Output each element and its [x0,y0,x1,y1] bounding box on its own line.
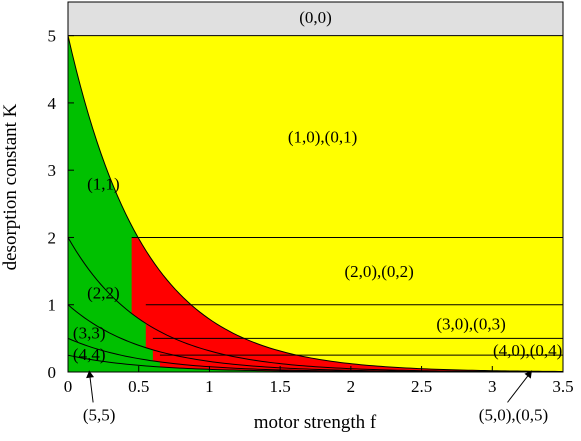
x-tick-label: 3.5 [552,377,573,396]
x-tick-label: 2.5 [411,377,432,396]
y-tick-label: 1 [48,296,57,315]
x-tick-label: 1.5 [270,377,291,396]
region-label: (2,0),(0,2) [344,262,413,281]
region-gray-00 [68,2,563,36]
region-label: (4,4) [73,345,106,364]
y-axis-label: desorption constant K [0,103,21,270]
region-label: (3,0),(0,3) [436,315,505,334]
region-label: (1,1) [87,175,120,194]
region-label: (2,2) [87,284,120,303]
y-tick-label: 3 [48,161,57,180]
y-tick-label: 4 [48,94,57,113]
callout-arrow-head [524,370,532,379]
x-tick-label: 3 [488,377,497,396]
x-tick-label: 0 [64,377,73,396]
callout-label: (5,0),(0,5) [479,405,548,424]
x-tick-label: 2 [347,377,356,396]
x-axis-label: motor strength f [254,412,377,433]
region-labels-layer: (0,0) (1,0),(0,1) (1,1) (2,0),(0,2) (2,2) (3,… [73,8,562,425]
boundary-curve-1 [68,35,563,372]
y-tick-label: 0 [48,363,57,382]
callout-arrow-head [86,370,95,379]
region-label: (0,0) [299,8,332,27]
y-tick-label: 2 [48,228,57,247]
ticks-layer: 0 0.5 1 1.5 2 2.5 3 3.5 0 1 2 3 4 5 [48,27,574,396]
y-tick-label: 5 [48,27,57,46]
x-tick-label: 1 [205,377,214,396]
region-green [68,35,563,372]
x-tick-label: 0.5 [128,377,149,396]
region-label: (3,3) [73,323,106,342]
region-label: (1,0),(0,1) [288,128,357,147]
plot-frame [67,1,564,373]
callout-label: (5,5) [83,405,116,424]
region-label: (4,0),(0,4) [493,341,562,360]
